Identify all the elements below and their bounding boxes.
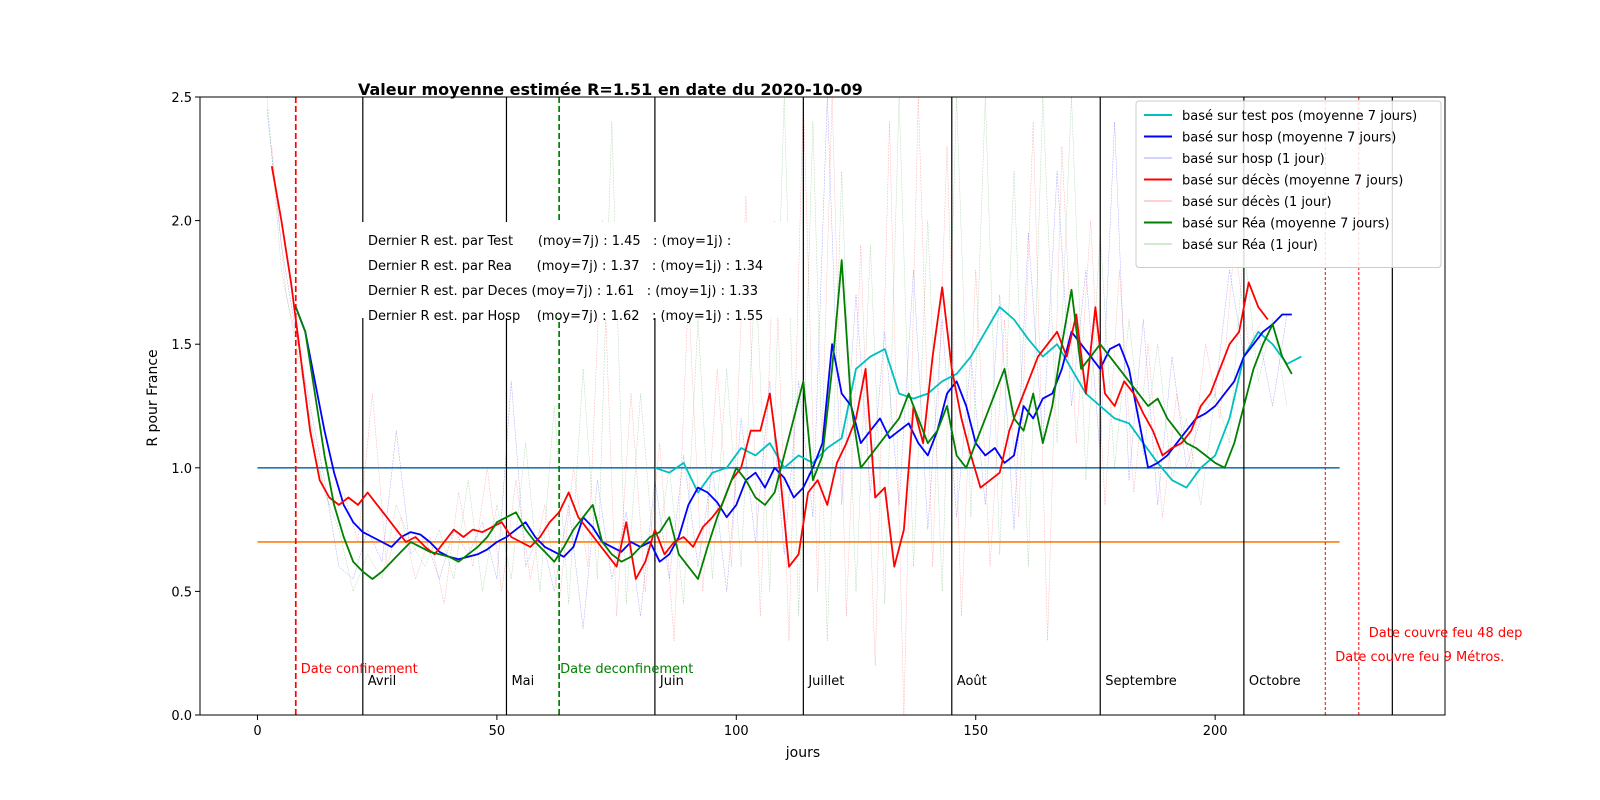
y-tick-label-1-5: 1.5 bbox=[171, 338, 192, 353]
annotation-line-2: Dernier R est. par Rea (moy=7j) : 1.37 :… bbox=[368, 259, 763, 274]
y-tick-label-2: 2.0 bbox=[171, 215, 192, 230]
event-label-date-couvre-feu-48-dep: Date couvre feu 48 dep bbox=[1369, 626, 1523, 641]
x-tick-label-0: 0 bbox=[253, 724, 261, 739]
month-label-septembre: Septembre bbox=[1105, 674, 1177, 689]
y-tick-label-1: 1.0 bbox=[171, 462, 192, 477]
legend: basé sur test pos (moyenne 7 jours) basé … bbox=[1135, 100, 1442, 268]
plot-frame bbox=[199, 96, 1446, 716]
event-label-date-confinement: Date confinement bbox=[301, 662, 418, 677]
x-tick-label-100: 100 bbox=[724, 724, 749, 739]
y-tick-label-0-5: 0.5 bbox=[171, 585, 192, 600]
series-line-base-sur-rea-moyenne-7-jours bbox=[294, 259, 1293, 580]
annotation-box bbox=[352, 222, 792, 318]
annotation-line-4: Dernier R est. par Hosp (moy=7j) : 1.62 … bbox=[368, 309, 763, 324]
event-label-date-deconfinement: Date deconfinement bbox=[560, 662, 693, 677]
event-label-date-couvre-feu-9-metros: Date couvre feu 9 Métros. bbox=[1335, 650, 1504, 665]
legend-label-base-sur-deces-moyenne-7-jours: basé sur décès (moyenne 7 jours) bbox=[1182, 174, 1403, 189]
series-line-base-sur-hosp-1-jour bbox=[266, 97, 1288, 629]
month-label-juillet: Juillet bbox=[807, 674, 844, 689]
series-1day-group bbox=[266, 97, 1288, 715]
series-line-base-sur-deces-moyenne-7-jours bbox=[270, 166, 1269, 580]
annotation-line-3: Dernier R est. par Deces (moy=7j) : 1.61… bbox=[368, 284, 758, 299]
series-line-base-sur-hosp-moyenne-7-jours bbox=[294, 306, 1292, 563]
y-tick-label-2-5: 2.5 bbox=[171, 91, 192, 106]
series-line-base-sur-rea-1-jour bbox=[266, 97, 1288, 642]
annotations-group: Dernier R est. par Test (moy=7j) : 1.45 … bbox=[368, 234, 763, 324]
x-tick-label-50: 50 bbox=[489, 724, 506, 739]
legend-label-base-sur-deces-1-jour: basé sur décès (1 jour) bbox=[1182, 195, 1332, 210]
y-axis-label: R pour France bbox=[145, 349, 161, 446]
month-label-aout: Août bbox=[957, 674, 987, 689]
labels-group: Avril Mai Juin Juillet Août Septembre Octobre D… bbox=[301, 626, 1523, 689]
legend-label-base-sur-rea-1-jour: basé sur Réa (1 jour) bbox=[1182, 238, 1318, 253]
x-tick-label-150: 150 bbox=[963, 724, 988, 739]
legend-box bbox=[1135, 100, 1442, 268]
month-label-juin: Juin bbox=[659, 674, 684, 689]
y-tick-label-0: 0.0 bbox=[171, 709, 192, 724]
legend-label-base-sur-hosp-1-jour: basé sur hosp (1 jour) bbox=[1182, 152, 1325, 167]
series-line-base-sur-deces-1-jour bbox=[271, 97, 1264, 715]
series-7day-group bbox=[270, 166, 1302, 580]
legend-label-base-sur-test-pos-moyenne-7-jours: basé sur test pos (moyenne 7 jours) bbox=[1182, 109, 1417, 124]
month-label-avril: Avril bbox=[368, 674, 396, 689]
x-tick-label-200: 200 bbox=[1203, 724, 1228, 739]
month-label-octobre: Octobre bbox=[1249, 674, 1301, 689]
axes-group: 0 50 100 150 200 0.0 0.5 1.0 1.5 2.0 2.5 bbox=[171, 91, 1446, 739]
month-label-mai: Mai bbox=[511, 674, 534, 689]
legend-label-base-sur-rea-moyenne-7-jours: basé sur Réa (moyenne 7 jours) bbox=[1182, 217, 1390, 232]
x-axis-label: jours bbox=[785, 745, 820, 761]
annotation-line-1: Dernier R est. par Test (moy=7j) : 1.45 … bbox=[368, 234, 735, 249]
chart-title: Valeur moyenne estimée R=1.51 en date du… bbox=[358, 80, 863, 99]
legend-label-base-sur-hosp-moyenne-7-jours: basé sur hosp (moyenne 7 jours) bbox=[1182, 131, 1396, 146]
series-line-base-sur-test-pos-moyenne-7-jours bbox=[654, 306, 1302, 494]
